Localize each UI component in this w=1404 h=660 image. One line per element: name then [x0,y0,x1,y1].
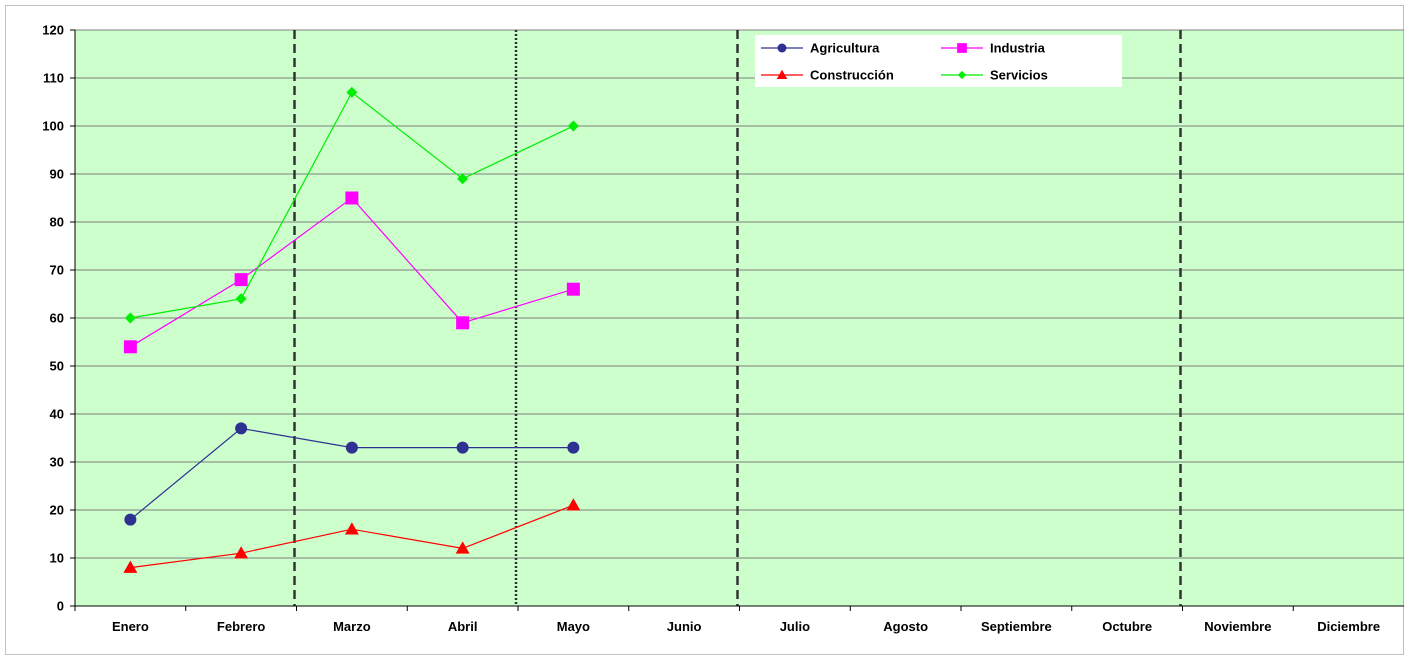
data-point-servicios [346,86,358,98]
data-point-industria [456,316,470,330]
data-point-industria [123,340,137,354]
y-tick-label: 30 [50,455,64,470]
data-point-agricultura [456,441,469,454]
x-tick-label: Enero [112,619,149,634]
y-tick-label: 0 [57,599,64,614]
data-point-industria [345,191,359,205]
legend-label-industria: Industria [990,41,1046,56]
x-tick-label: Diciembre [1317,619,1380,634]
x-tick-label: Agosto [883,619,928,634]
legend-label-agricultura: Agricultura [810,41,880,56]
x-tick-label: Noviembre [1204,619,1271,634]
legend-marker-agricultura [777,43,787,53]
data-point-servicios [457,173,469,185]
data-point-agricultura [124,513,137,526]
x-tick-label: Octubre [1102,619,1152,634]
y-tick-label: 40 [50,407,64,422]
data-point-construccin [234,546,249,559]
legend-marker-construccin [776,69,788,79]
y-tick-label: 60 [50,311,64,326]
y-tick-label: 50 [50,359,64,374]
legend-marker-servicios [957,70,967,80]
y-tick-label: 20 [50,503,64,518]
data-point-servicios [124,312,136,324]
y-tick-label: 80 [50,215,64,230]
y-tick-label: 90 [50,167,64,182]
y-tick-label: 120 [42,23,64,38]
x-tick-label: Mayo [557,619,590,634]
x-tick-label: Septiembre [981,619,1052,634]
y-tick-label: 110 [43,71,64,86]
x-tick-label: Abril [448,619,478,634]
x-tick-label: Julio [780,619,810,634]
data-point-agricultura [345,441,358,454]
x-tick-label: Marzo [333,619,371,634]
legend-label-servicios: Servicios [990,68,1048,83]
data-point-industria [234,273,248,287]
x-tick-label: Junio [667,619,702,634]
legend-marker-industria [957,43,967,53]
y-tick-label: 10 [50,551,64,566]
legend-box [755,35,1122,87]
data-point-agricultura [567,441,580,454]
data-point-construccin [344,522,359,535]
y-tick-label: 100 [42,119,64,134]
data-point-construccin [455,541,470,554]
legend-label-construccin: Construcción [810,68,894,83]
y-tick-label: 70 [50,263,64,278]
data-point-construccin [123,560,138,573]
data-point-servicios [235,293,247,305]
data-point-servicios [567,120,579,132]
x-tick-label: Febrero [217,619,265,634]
data-point-construccin [566,498,581,511]
data-point-industria [566,282,580,296]
data-point-agricultura [235,422,248,435]
